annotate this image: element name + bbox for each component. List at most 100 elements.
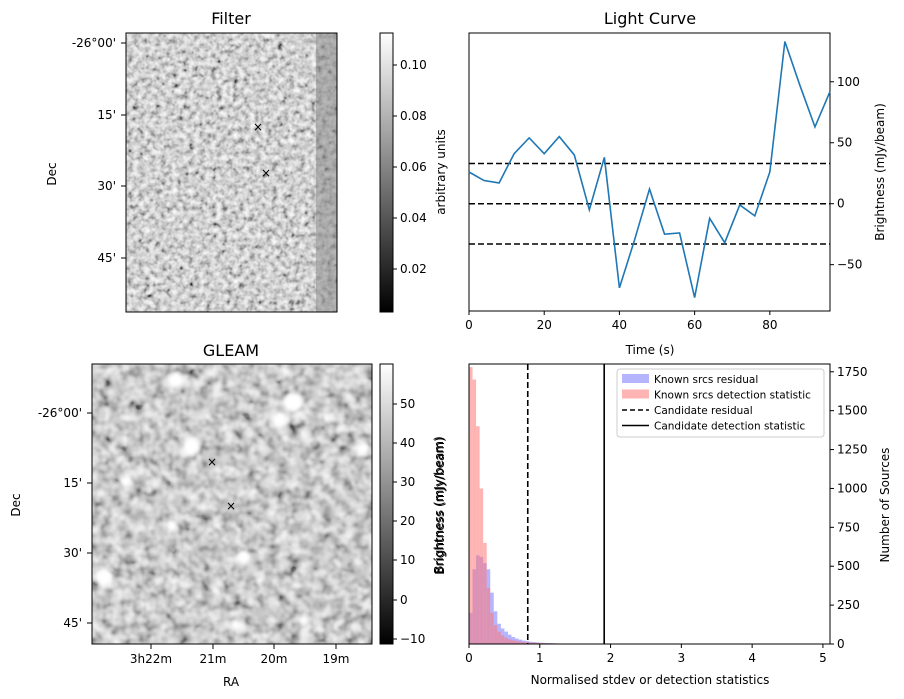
light-curve-xtick-3: 60 [687, 318, 702, 332]
histogram-ytick-2: 500 [837, 559, 860, 573]
legend-label-1: Known srcs detection statistic [654, 390, 811, 402]
histogram-left-ylabel: Brightness (mJy/beam) [432, 436, 446, 574]
histogram-bar-s1-7 [493, 625, 498, 644]
filter-image [126, 33, 337, 312]
gleam-xtick-2: 20m [261, 652, 288, 666]
histogram-bar-s1-17 [529, 642, 533, 644]
light-curve-xtick-4: 80 [762, 318, 777, 332]
histogram-xlabel: Normalised stdev or detection statistics [531, 673, 770, 687]
light-curve-frame [468, 32, 831, 312]
filter-ytick-3: 45' [97, 251, 116, 265]
histogram-bar-s1-2 [476, 426, 480, 644]
light-curve-xtick-1: 20 [537, 318, 552, 332]
light-curve-ylabel: Brightness (mJy/beam) [873, 103, 887, 241]
filter-colorbar [379, 32, 394, 313]
histogram-ytick-0: 0 [837, 637, 845, 651]
histogram-bar-s1-14 [518, 641, 523, 644]
histogram-ytick-6: 1500 [837, 404, 868, 418]
filter-ytick-0: -26°00' [72, 36, 116, 50]
light-curve-ytick-2: 50 [837, 136, 852, 150]
filter-edge-strip [316, 33, 337, 312]
gleam-ytick-0: -26°00' [38, 406, 82, 420]
gleam-frame [91, 363, 373, 645]
histogram-bar-s1-13 [515, 640, 519, 644]
histogram-bar-s1-12 [511, 640, 516, 644]
histogram-bar-s1-5 [486, 588, 491, 644]
filter-panel: Filter -26°00' 15' 30' 45' Dec × × 0.10 … [45, 9, 448, 313]
histogram-ytick-1: 250 [837, 598, 860, 612]
histogram-xtick-3: 3 [678, 651, 686, 665]
gleam-marker-blue: × [207, 455, 217, 469]
legend-swatch-1 [622, 389, 649, 399]
gleam-sources [95, 372, 369, 630]
histogram-bar-s1-10 [504, 637, 508, 644]
gleam-cbar-tick-3: 20 [400, 514, 415, 528]
legend-box [616, 368, 825, 438]
gleam-ytick-2: 30' [63, 546, 82, 560]
histogram-ytick-5: 1250 [837, 443, 868, 457]
light-curve-xtick-2: 40 [612, 318, 627, 332]
light-curve-ytick-0: −50 [837, 258, 862, 272]
legend-swatch-0 [622, 374, 649, 383]
legend-label-3: Candidate detection statistic [654, 421, 806, 433]
histogram-ytick-3: 750 [837, 520, 860, 534]
histogram-ytick-7: 1750 [837, 365, 868, 379]
gleam-ylabel: Dec [9, 493, 23, 516]
filter-cbar-tick-3: 0.04 [400, 211, 427, 225]
gleam-ytick-1: 15' [63, 476, 82, 490]
histogram-xtick-1: 1 [536, 651, 544, 665]
gleam-colorbar-ticks: 50 40 30 20 10 0 −10 [393, 397, 425, 646]
filter-ytick-1: 15' [97, 108, 116, 122]
histogram-bar-s1-11 [507, 639, 512, 644]
light-curve-ytick-1: 0 [837, 197, 845, 211]
gleam-cbar-tick-5: 0 [400, 593, 408, 607]
filter-cbar-tick-2: 0.06 [400, 160, 427, 174]
gleam-cbar-tick-0: 50 [400, 397, 415, 411]
gleam-xlabel: RA [223, 675, 240, 689]
gleam-xtick-3: 19m [323, 652, 350, 666]
gleam-panel: GLEAM × × -26°00' 15' 30' 45' 3h22m 21m … [9, 341, 447, 689]
histogram-ytick-4: 1000 [837, 481, 868, 495]
histogram-bar-s1-4 [483, 542, 487, 644]
light-curve-title: Light Curve [604, 9, 696, 28]
filter-ylabel: Dec [45, 162, 59, 185]
histogram-bar-s1-15 [522, 641, 526, 644]
gleam-xtick-0: 3h22m [130, 652, 172, 666]
histogram-bar-s1-1 [472, 379, 477, 644]
gleam-cbar-tick-1: 40 [400, 436, 415, 450]
histogram-panel: Normalised stdev or detection statistics… [432, 363, 892, 687]
filter-colorbar-label: arbitrary units [434, 129, 448, 215]
legend-label-2: Candidate residual [654, 405, 753, 417]
histogram-ylabel: Number of Sources [878, 448, 892, 563]
legend-label-0: Known srcs residual [654, 374, 758, 386]
gleam-title: GLEAM [203, 341, 259, 360]
gleam-cbar-tick-4: 10 [400, 553, 415, 567]
histogram-bar-s1-0 [469, 367, 473, 644]
filter-colorbar-ticks: 0.10 0.08 0.06 0.04 0.02 [393, 58, 427, 276]
filter-cbar-tick-0: 0.10 [400, 58, 427, 72]
histogram-bar-s1-8 [497, 631, 501, 644]
histogram-xtick-0: 0 [465, 651, 473, 665]
gleam-image [92, 364, 372, 644]
filter-cbar-tick-4: 0.02 [400, 262, 427, 276]
filter-title: Filter [211, 9, 251, 28]
histogram-bar-s1-19 [536, 642, 540, 644]
histogram-xtick-4: 4 [748, 651, 756, 665]
light-curve-ytick-3: 100 [837, 75, 860, 89]
histogram-bar-s1-3 [479, 488, 484, 644]
light-curve-xtick-0: 0 [465, 318, 473, 332]
histogram-bar-s1-18 [532, 642, 537, 644]
histogram-bar-s1-6 [490, 612, 494, 644]
gleam-cbar-tick-6: −10 [400, 632, 425, 646]
filter-marker-blue: × [253, 120, 263, 134]
histogram-xtick-2: 2 [607, 651, 615, 665]
filter-frame [125, 32, 338, 313]
gleam-cbar-tick-2: 30 [400, 475, 415, 489]
histogram-legend: Known srcs residual Known srcs detection … [616, 368, 825, 438]
histogram-bar-s1-9 [500, 635, 505, 644]
light-curve-panel: Light Curve Time (s) Brightness (mJy/bea… [465, 9, 887, 357]
light-curve-line [468, 41, 831, 298]
filter-cbar-tick-1: 0.08 [400, 109, 427, 123]
gleam-colorbar [379, 363, 394, 645]
